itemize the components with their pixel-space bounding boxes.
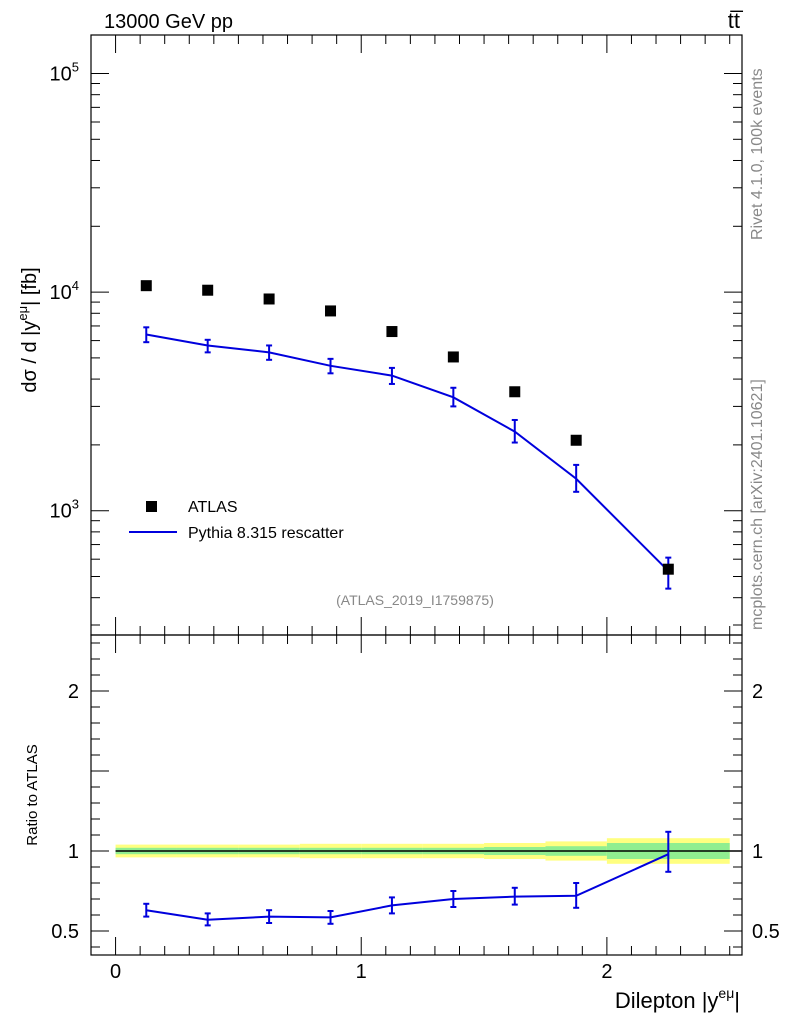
- main-y-axis-label: dσ / d |yeμ| [fb]: [15, 267, 41, 392]
- ratio-panel-frame: [90, 634, 743, 956]
- rivet-version-label: Rivet 4.1.0, 100k events: [749, 68, 766, 240]
- atlas-data-point: [386, 326, 398, 338]
- legend: ATLAS Pythia 8.315 rescatter: [129, 499, 344, 542]
- atlas-data-point: [570, 434, 582, 446]
- ratio-y-tick-label-right: 0.5: [752, 921, 780, 943]
- atlas-data-point: [263, 293, 275, 305]
- analysis-id-label: (ATLAS_2019_I1759875): [336, 592, 494, 608]
- x-axis-label: Dilepton |yeμ|: [615, 985, 740, 1013]
- process-label: tt̅: [728, 8, 744, 33]
- atlas-data-point: [140, 280, 152, 292]
- ratio-axis-ticks: 0 1 2 0.5 0.5 1 1 2 2: [51, 635, 780, 983]
- main-axis-ticks: 103 104 105: [50, 35, 742, 635]
- ratio-uncertainty-bands: [115, 838, 742, 864]
- ratio-mc-line: [146, 853, 669, 921]
- atlas-data-point: [202, 284, 214, 296]
- main-y-tick-label: 105: [50, 59, 79, 85]
- atlas-data-point: [662, 563, 674, 575]
- ratio-y-tick-label-right: 2: [752, 681, 763, 703]
- main-y-tick-label: 104: [50, 278, 79, 304]
- ratio-series: [143, 830, 672, 927]
- energy-label: 13000 GeV pp: [104, 11, 233, 33]
- x-tick-label: 1: [356, 961, 367, 983]
- main-y-tick-label: 103: [50, 497, 79, 523]
- ratio-y-tick-label-left: 2: [68, 681, 79, 703]
- atlas-data-point: [325, 305, 337, 317]
- main-panel-frame: [90, 34, 743, 636]
- legend-pythia-label: Pythia 8.315 rescatter: [188, 525, 344, 542]
- main-series: [140, 280, 674, 590]
- ratio-y-tick-label-left: 1: [68, 841, 79, 863]
- x-tick-label: 2: [601, 961, 612, 983]
- atlas-data-point: [509, 386, 521, 398]
- legend-atlas-label: ATLAS: [188, 499, 238, 516]
- mcplots-source-label: mcplots.cern.ch [arXiv:2401.10621]: [749, 379, 766, 630]
- ratio-y-tick-label-right: 1: [752, 841, 763, 863]
- ratio-y-axis-label: Ratio to ATLAS: [24, 744, 41, 845]
- atlas-data-point: [447, 351, 459, 363]
- ratio-y-tick-label-left: 0.5: [51, 921, 79, 943]
- x-tick-label: 0: [110, 961, 121, 983]
- legend-atlas-marker: [146, 501, 157, 512]
